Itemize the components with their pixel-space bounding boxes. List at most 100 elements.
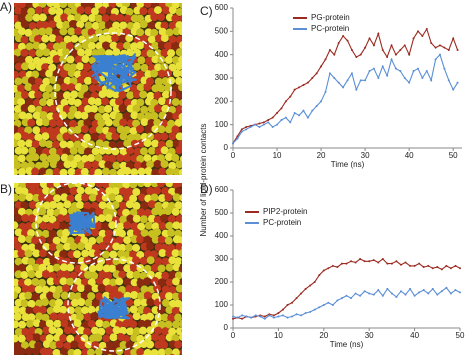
lipid xyxy=(77,48,86,57)
lipid xyxy=(94,221,103,230)
molecular-image xyxy=(14,183,182,355)
lipid xyxy=(136,98,145,107)
lipid xyxy=(52,305,61,314)
lipid xyxy=(52,112,61,121)
lipid xyxy=(27,214,36,223)
series-point xyxy=(318,306,321,309)
lipid xyxy=(39,153,48,162)
lipid xyxy=(81,249,90,258)
lipid xyxy=(137,292,146,301)
lipid xyxy=(52,3,61,9)
lipid xyxy=(84,340,93,349)
lipid xyxy=(24,278,33,287)
lipid xyxy=(130,154,139,163)
lipid xyxy=(46,277,55,286)
series-point xyxy=(309,310,312,313)
lipid xyxy=(157,278,166,287)
series-point xyxy=(337,42,340,44)
lipid xyxy=(52,42,61,51)
lipid xyxy=(97,105,106,114)
lipid xyxy=(104,271,113,280)
lipid xyxy=(55,298,64,307)
lipid xyxy=(181,216,182,220)
lipid xyxy=(14,298,23,307)
lipid xyxy=(97,327,106,336)
lipid xyxy=(76,62,85,71)
lipid xyxy=(59,263,68,272)
series-point xyxy=(399,263,402,266)
lipid xyxy=(42,326,51,335)
lipid xyxy=(90,104,99,113)
lipid xyxy=(24,139,33,148)
lipid xyxy=(46,236,55,245)
lipid xyxy=(39,69,48,78)
lipid xyxy=(171,207,180,216)
series-point xyxy=(241,317,244,320)
lipid xyxy=(74,111,83,120)
lipid xyxy=(143,183,152,188)
lipid xyxy=(60,235,69,244)
lipid xyxy=(109,41,118,50)
series-point xyxy=(327,301,330,304)
lipid xyxy=(98,21,107,30)
lipid xyxy=(17,249,26,258)
lipid xyxy=(56,20,65,29)
lipid xyxy=(84,242,93,251)
lipid xyxy=(32,305,41,314)
lipid xyxy=(63,63,72,72)
lipid xyxy=(109,250,118,259)
series-point xyxy=(259,315,262,318)
lipid xyxy=(104,20,113,29)
lipid xyxy=(84,298,93,307)
lipid xyxy=(55,327,64,336)
lipid xyxy=(112,161,121,170)
lipid xyxy=(130,333,139,342)
lipid xyxy=(63,242,72,251)
lipid xyxy=(164,153,173,162)
lipid xyxy=(56,243,65,252)
lipid xyxy=(164,125,173,134)
lipid xyxy=(67,83,76,92)
lipid xyxy=(182,91,190,99)
series-point xyxy=(350,49,353,51)
lipid xyxy=(41,21,50,30)
series-point xyxy=(336,266,339,269)
lipid xyxy=(126,229,135,238)
lipid xyxy=(108,140,117,149)
lipid xyxy=(59,277,68,286)
lipid xyxy=(101,222,110,231)
lipid xyxy=(55,187,64,196)
lipid xyxy=(129,305,138,314)
lipid xyxy=(66,140,75,149)
lipid xyxy=(181,313,182,319)
series-point xyxy=(386,74,389,77)
lipid xyxy=(87,97,96,106)
series-point xyxy=(431,267,434,270)
lipid xyxy=(165,221,174,230)
lipid xyxy=(24,249,33,258)
series-point xyxy=(254,123,257,126)
series-point xyxy=(232,142,234,145)
lipid xyxy=(132,312,141,321)
lipid xyxy=(42,214,51,223)
lipid xyxy=(35,146,44,155)
lipid xyxy=(27,76,36,85)
lipid xyxy=(165,292,174,301)
series-point xyxy=(427,264,430,267)
lipid xyxy=(73,319,82,328)
lipid xyxy=(31,140,40,149)
lipid xyxy=(167,49,176,58)
lipid xyxy=(105,243,114,252)
lipid xyxy=(95,319,104,328)
lipid xyxy=(158,291,167,300)
lipid xyxy=(158,249,167,258)
lipid xyxy=(165,305,174,314)
legend-label: PIP2-protein xyxy=(263,207,307,216)
lipid xyxy=(175,105,182,114)
lipid xyxy=(175,21,182,30)
lipid xyxy=(139,20,148,29)
lipid xyxy=(94,14,103,23)
lipid xyxy=(38,139,47,148)
lipid xyxy=(178,83,182,92)
y-tick-label: 500 xyxy=(215,26,229,35)
